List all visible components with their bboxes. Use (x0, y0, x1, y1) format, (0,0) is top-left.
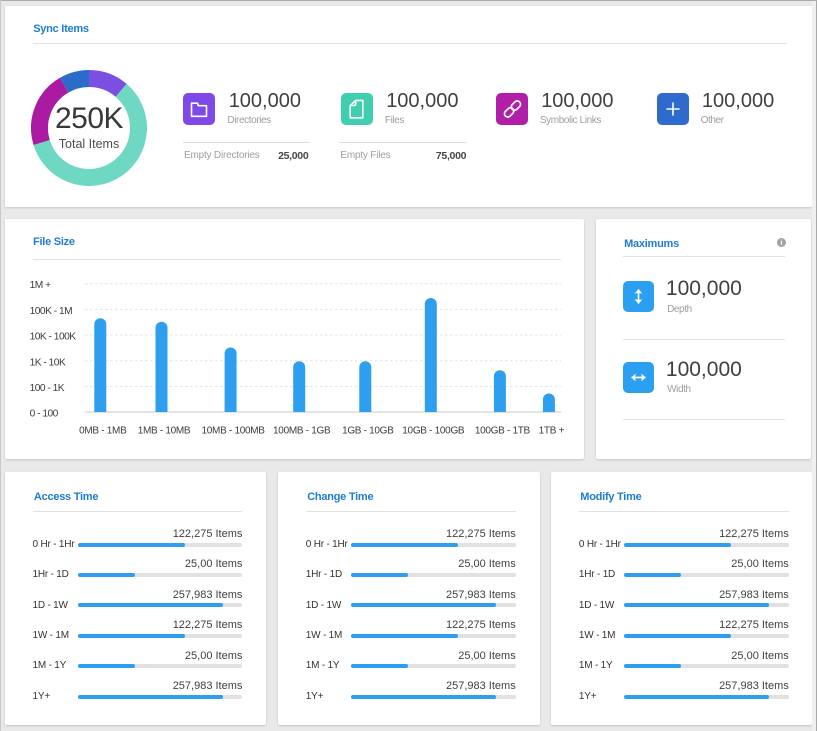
svg-text:1TB +: 1TB + (539, 426, 565, 437)
svg-text:10GB - 100GB: 10GB - 100GB (402, 426, 465, 437)
svg-text:0MB - 1MB: 0MB - 1MB (79, 426, 127, 437)
svg-text:100 - 1K: 100 - 1K (30, 383, 65, 394)
svg-text:1MB - 10MB: 1MB - 10MB (138, 426, 191, 437)
svg-text:100MB - 1GB: 100MB - 1GB (273, 426, 331, 437)
svg-text:100K - 1M: 100K - 1M (30, 306, 73, 317)
svg-text:100GB - 1TB: 100GB - 1TB (475, 426, 531, 437)
svg-text:0 - 100: 0 - 100 (30, 409, 59, 420)
svg-text:1GB - 10GB: 1GB - 10GB (342, 426, 394, 437)
svg-text:10MB - 100MB: 10MB - 100MB (202, 426, 266, 437)
svg-text:10K - 100K: 10K - 100K (30, 332, 77, 343)
svg-text:1M +: 1M + (30, 280, 51, 291)
svg-text:1K - 10K: 1K - 10K (30, 357, 66, 368)
